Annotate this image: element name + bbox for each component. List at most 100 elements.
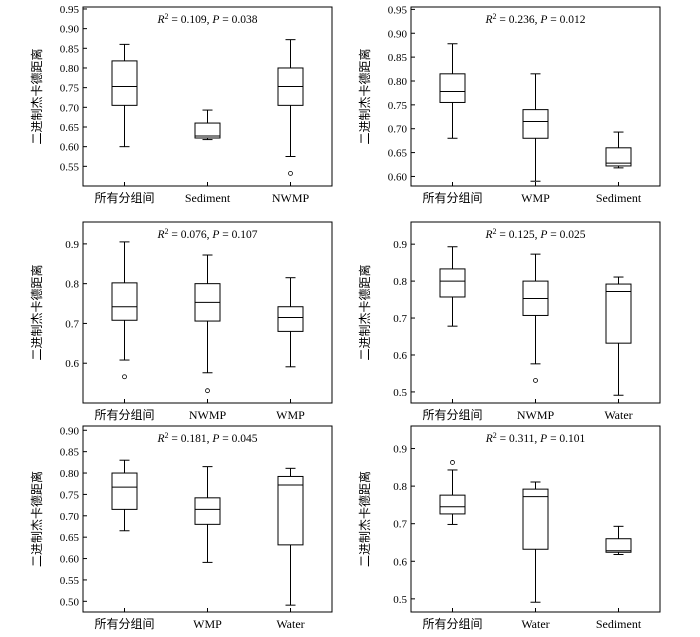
box-iqr xyxy=(522,488,549,550)
y-tick-label: 0.85 xyxy=(60,447,80,459)
y-tick-label: 0.55 xyxy=(60,575,80,587)
y-tick-label: 0.75 xyxy=(60,489,80,501)
y-tick-label: 0.6 xyxy=(393,350,407,362)
box-iqr xyxy=(605,147,632,167)
stats-annotation: R2 = 0.311, P = 0.101 xyxy=(485,431,586,446)
y-tick-label: 0.6 xyxy=(393,556,407,568)
stats-annotation: R2 = 0.076, P = 0.107 xyxy=(156,227,257,242)
y-tick-label: 0.65 xyxy=(60,532,80,544)
box-3 xyxy=(605,525,632,556)
x-category-label: 所有分组间 xyxy=(94,408,154,422)
y-axis-label: 二进制杰卡德距离 xyxy=(357,471,372,567)
panel-4: 0.5 0.6 0.7 0.8 0.9 二进制杰卡德距离 R2 = 0.125, P = 0… xyxy=(357,221,661,422)
y-tick-label: 0.9 xyxy=(65,239,79,251)
box-2 xyxy=(522,481,549,603)
box-iqr xyxy=(439,494,466,515)
box-2 xyxy=(522,253,549,383)
box-iqr xyxy=(111,282,138,321)
y-tick-label: 0.90 xyxy=(388,28,408,40)
y-axis-label: 二进制杰卡德距离 xyxy=(29,471,44,567)
y-tick-label: 0.95 xyxy=(388,4,408,16)
x-category-label: NWMP xyxy=(272,191,310,205)
y-tick-label: 0.70 xyxy=(60,102,80,114)
y-tick-label: 0.65 xyxy=(60,122,80,134)
y-tick-label: 0.60 xyxy=(388,171,408,183)
box-2 xyxy=(194,466,221,563)
y-tick-label: 0.50 xyxy=(60,596,80,608)
y-tick-label: 0.70 xyxy=(388,124,408,136)
box-1 xyxy=(111,241,138,380)
panel-2: 0.60 0.65 0.70 0.75 0.80 0.85 0.90 0.95 二进制杰卡德距离… xyxy=(357,4,661,205)
x-category-label: Water xyxy=(276,617,304,631)
y-tick-label: 0.85 xyxy=(60,43,80,55)
box-iqr xyxy=(439,73,466,103)
stats-annotation: R2 = 0.181, P = 0.045 xyxy=(156,431,257,446)
x-category-label: WMP xyxy=(193,617,222,631)
box-iqr xyxy=(277,306,304,332)
y-tick-label: 0.5 xyxy=(393,387,407,399)
y-tick-label: 0.75 xyxy=(60,83,80,95)
box-3 xyxy=(277,277,304,368)
y-tick-label: 0.8 xyxy=(393,481,407,493)
box-iqr xyxy=(277,475,304,546)
outlier-point xyxy=(122,374,127,380)
y-tick-label: 0.65 xyxy=(388,148,408,160)
x-category-label: 所有分组间 xyxy=(422,191,482,205)
panel-3: 0.6 0.7 0.8 0.9 二进制杰卡德距离 R2 = 0.076, P = 0.10… xyxy=(29,221,333,422)
box-1 xyxy=(439,43,466,139)
y-tick-label: 0.75 xyxy=(388,100,408,112)
outlier-point xyxy=(533,378,538,383)
y-tick-label: 0.8 xyxy=(65,279,79,291)
y-tick-label: 0.9 xyxy=(393,444,407,456)
y-tick-label: 0.7 xyxy=(65,318,79,330)
box-2 xyxy=(522,73,549,182)
box-iqr xyxy=(439,268,466,298)
y-tick-label: 0.7 xyxy=(393,313,407,325)
box-iqr xyxy=(605,538,632,553)
y-tick-label: 0.60 xyxy=(60,142,80,154)
box-3 xyxy=(277,467,304,606)
x-category-label: NWMP xyxy=(189,408,227,422)
outlier-point xyxy=(205,388,210,394)
x-category-label: NWMP xyxy=(517,408,555,422)
stats-annotation: R2 = 0.236, P = 0.012 xyxy=(484,12,585,27)
y-axis-label: 二进制杰卡德距离 xyxy=(29,48,44,144)
box-iqr xyxy=(194,122,221,139)
stats-annotation: R2 = 0.109, P = 0.038 xyxy=(156,12,257,27)
box-iqr xyxy=(111,60,138,106)
y-tick-label: 0.9 xyxy=(393,239,407,251)
box-iqr xyxy=(194,497,221,525)
y-tick-label: 0.90 xyxy=(60,24,80,36)
box-1 xyxy=(111,459,138,532)
panel-6: 0.5 0.6 0.7 0.8 0.9 二进制杰卡德距离 R2 = 0.311, P = 0… xyxy=(357,425,661,631)
x-category-label: Sediment xyxy=(185,191,231,205)
x-category-label: 所有分组间 xyxy=(422,408,482,422)
x-category-label: 所有分组间 xyxy=(94,191,154,205)
y-tick-label: 0.5 xyxy=(393,594,407,606)
x-category-label: 所有分组间 xyxy=(94,617,154,631)
box-iqr xyxy=(111,472,138,510)
box-iqr xyxy=(605,283,632,344)
y-tick-label: 0.80 xyxy=(388,76,408,88)
y-tick-label: 0.6 xyxy=(65,358,79,370)
y-tick-label: 0.70 xyxy=(60,511,80,523)
outlier-point xyxy=(450,460,455,465)
box-1 xyxy=(439,246,466,327)
y-axis-label: 二进制杰卡德距离 xyxy=(357,264,372,360)
y-tick-label: 0.80 xyxy=(60,468,80,480)
box-3 xyxy=(277,39,304,176)
x-category-label: Water xyxy=(521,617,549,631)
box-3 xyxy=(605,276,632,396)
y-axis-label: 二进制杰卡德距离 xyxy=(357,48,372,144)
y-tick-label: 0.7 xyxy=(393,519,407,531)
y-axis-label: 二进制杰卡德距离 xyxy=(29,264,44,360)
box-3 xyxy=(605,131,632,169)
x-category-label: Sediment xyxy=(596,617,642,631)
x-category-label: Water xyxy=(604,408,632,422)
x-category-label: WMP xyxy=(276,408,305,422)
outlier-point xyxy=(288,171,293,176)
stats-annotation: R2 = 0.125, P = 0.025 xyxy=(484,227,585,242)
y-tick-label: 0.60 xyxy=(60,554,80,566)
x-category-label: Sediment xyxy=(596,191,642,205)
x-category-label: 所有分组间 xyxy=(422,617,482,631)
